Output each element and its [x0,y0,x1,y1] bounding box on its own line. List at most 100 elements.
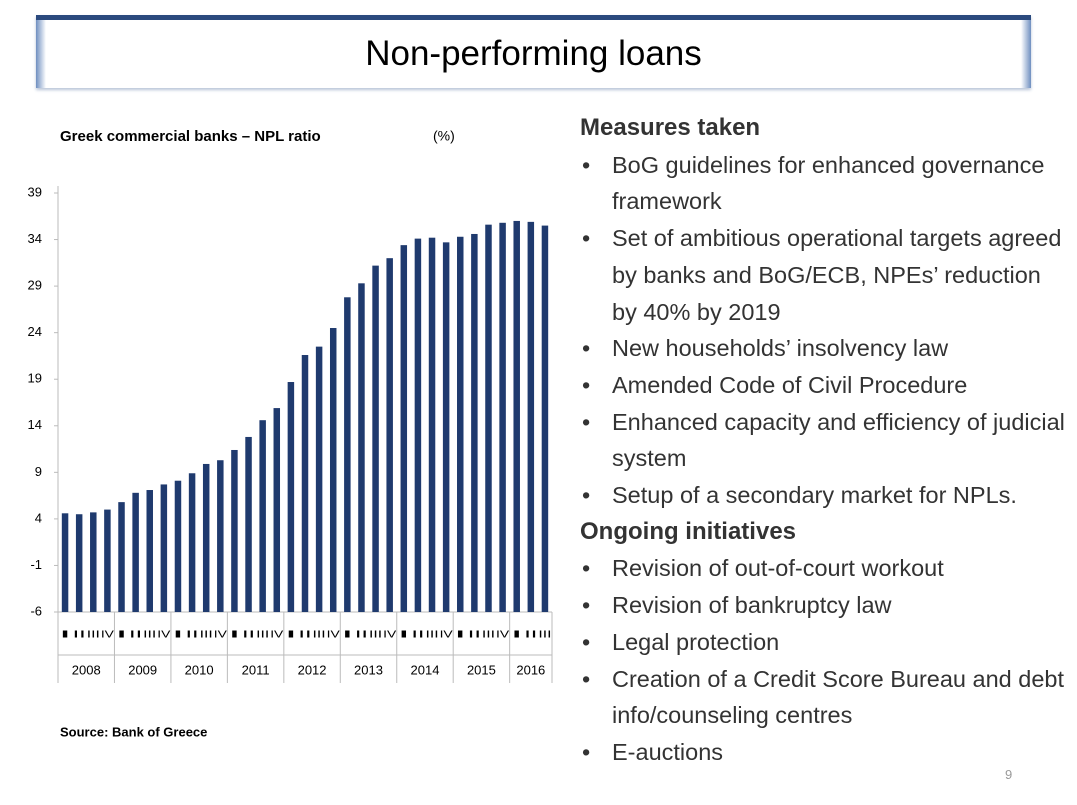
bar [188,473,196,612]
bar [174,480,182,612]
bar [75,514,83,612]
x-tick-label: II [411,630,424,641]
x-tick-label: I [397,630,410,641]
bar [118,502,125,612]
x-tick-label: I [510,630,523,641]
chart-title: Greek commercial banks – NPL ratio [60,128,321,145]
bar [315,346,323,612]
x-tick-label: II [298,630,311,641]
bar [428,237,436,612]
heading: Measures taken [580,114,761,141]
year-label: 2010 [185,662,214,677]
bar [541,225,549,613]
y-tick-label: 14 [28,417,42,432]
year-label: 2009 [128,662,157,677]
x-tick-label: III [482,630,495,641]
x-tick-label: III [369,630,382,641]
y-tick-label: 24 [28,324,42,339]
x-tick-label: IV [270,630,284,641]
y-tick-label: 29 [28,278,42,293]
x-tick-label: III [425,630,438,641]
chart-unit: (%) [433,128,455,144]
source: Source: Bank of Greece [60,724,207,739]
y-tick-label: -6 [30,603,42,618]
bullet-item: Set of ambitious operational targets agr… [580,220,1065,330]
x-tick-label: I [284,630,297,641]
year-label: 2015 [467,662,496,677]
y-tick-label: 4 [35,510,42,525]
year-label: 2016 [516,662,545,677]
bar [146,490,153,612]
bullet-item: Creation of a Credit Score Bureau and de… [580,661,1065,734]
bullet-item: Revision of out-of-court workout [580,550,1065,587]
bar [400,245,408,613]
bar [344,297,351,612]
bar [217,460,224,612]
bullet-item: BoG guidelines for enhanced governance f… [580,147,1065,220]
bullet-item: Setup of a secondary market for NPLs. [580,477,1065,514]
bar [273,408,281,612]
bullet-list: Revision of out-of-court workoutRevision… [580,550,1065,770]
x-tick-label: IV [157,630,171,641]
bullet-item: E-auctions [580,734,1065,771]
bullet-item: Revision of bankruptcy law [580,587,1065,624]
heading: Ongoing initiatives [580,517,797,545]
x-tick-label: II [129,630,142,641]
x-tick-label: IV [327,630,341,641]
x-tick-label: IV [214,630,228,641]
bar [231,449,238,612]
bullet-item: Amended Code of Civil Procedure [580,367,1065,404]
bullet-item: Enhanced capacity and efficiency of judi… [580,404,1065,477]
bar [386,258,393,612]
x-tick-label: III [256,630,269,641]
bullet-list: BoG guidelines for enhanced governance f… [580,147,1065,514]
bar [414,238,422,612]
bar [90,512,97,612]
bar [301,355,309,612]
x-tick-label: III [313,630,326,641]
bar [358,283,365,612]
slide-title: Non-performing loans [365,34,702,73]
bar [513,220,520,612]
bar [245,436,252,612]
bar [160,484,168,612]
bullet-item: Legal protection [580,624,1065,661]
x-tick-label: I [59,630,72,641]
x-tick-label: II [355,630,368,641]
y-tick-label: -1 [30,557,42,572]
bar [104,509,111,612]
x-tick-label: III [143,630,156,641]
year-label: 2013 [354,662,383,677]
y-tick-label: 34 [28,231,42,246]
bar [329,328,337,612]
y-tick-label: 19 [28,371,42,386]
y-tick-label: 39 [28,184,42,199]
y-tick-label: 9 [35,464,42,479]
bar [61,513,69,612]
x-tick-label: IV [383,630,397,641]
bar [287,382,295,612]
x-tick-label: III [538,630,551,641]
x-tick-label: III [200,630,213,641]
text-panel: Measures taken BoG guidelines for enhanc… [580,110,1065,771]
x-tick-label: II [186,630,199,641]
x-tick-label: IV [101,630,115,641]
x-tick-label: I [115,630,128,641]
bar [499,222,506,612]
x-tick-label: I [454,630,467,641]
x-tick-label: II [468,630,481,641]
x-tick-label: II [242,630,255,641]
header: Non-performing loans [36,15,1031,88]
bar [457,236,464,613]
x-tick-label: I [171,630,184,641]
year-label: 2014 [411,662,440,677]
x-tick-label: II [73,630,86,641]
page-number: 9 [1005,767,1013,782]
bar [132,492,139,612]
chart: Greek commercial banks – NPL ratio (%) S… [28,128,553,739]
year-label: 2008 [72,662,101,677]
x-tick-label: IV [440,630,454,641]
x-tick-label: III [87,630,100,641]
bar [485,224,492,612]
x-tick-label: I [228,630,241,641]
